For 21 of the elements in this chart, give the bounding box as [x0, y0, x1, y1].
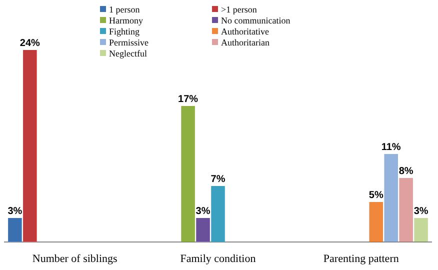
data-label: 3% [414, 206, 428, 217]
legend-label: Permissive [109, 38, 149, 48]
data-label: 7% [210, 174, 226, 185]
data-label: 11% [381, 142, 401, 153]
data-label: 3% [196, 206, 210, 217]
legend-label: 1 person [109, 4, 140, 14]
legend-label: No communication [221, 16, 291, 26]
data-label: 24% [20, 38, 40, 49]
data-label: 17% [178, 94, 198, 105]
x-tick-label: Family condition [180, 253, 256, 265]
legend-label: Authoritarian [221, 38, 270, 48]
legend-label: Fighting [109, 26, 140, 36]
data-label: 5% [368, 190, 384, 201]
x-tick-label: Parenting pattern [323, 253, 400, 265]
legend-label: Authoritative [221, 26, 269, 36]
legend-label: Neglectful [109, 48, 148, 58]
legend-label: Harmony [109, 16, 144, 26]
legend-label: >1 person [221, 4, 258, 14]
x-tick-label: Number of siblings [32, 253, 118, 265]
data-label: 8% [398, 166, 414, 177]
data-label: 3% [8, 206, 22, 217]
